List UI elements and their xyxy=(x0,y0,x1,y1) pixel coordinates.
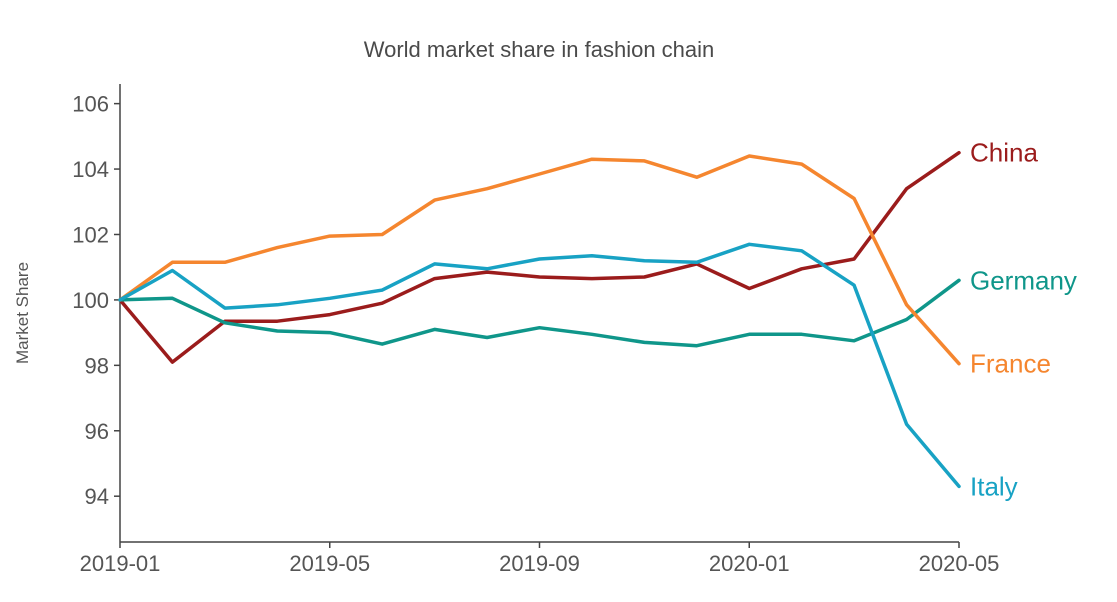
y-tick-label: 94 xyxy=(85,484,109,509)
y-axis-label: Market Share xyxy=(13,262,32,364)
y-tick-label: 106 xyxy=(72,92,109,117)
series-labels: China Germany France Italy xyxy=(970,138,1077,502)
x-tick-label: 2019-05 xyxy=(289,551,370,576)
series-label-china: China xyxy=(970,138,1038,168)
series-label-france: France xyxy=(970,349,1051,379)
series-line-china xyxy=(118,150,961,364)
y-axis-ticks: 94 96 98 100 102 104 106 xyxy=(72,92,120,509)
series-line-france xyxy=(118,154,961,366)
x-axis-ticks: 2019-01 2019-05 2019-09 2020-01 2020-05 xyxy=(80,542,1000,576)
x-tick-label: 2019-01 xyxy=(80,551,161,576)
series-line-italy xyxy=(118,242,961,489)
x-tick-label: 2020-05 xyxy=(919,551,1000,576)
series-line-germany xyxy=(118,278,961,348)
y-tick-label: 98 xyxy=(85,353,109,378)
y-tick-label: 96 xyxy=(85,419,109,444)
chart-title: World market share in fashion chain xyxy=(364,37,715,62)
y-tick-label: 104 xyxy=(72,157,109,182)
x-tick-label: 2019-09 xyxy=(499,551,580,576)
y-tick-label: 102 xyxy=(72,222,109,247)
x-tick-label: 2020-01 xyxy=(709,551,790,576)
series-label-italy: Italy xyxy=(970,471,1018,501)
series-label-germany: Germany xyxy=(970,265,1077,295)
series-lines xyxy=(118,150,961,489)
y-tick-label: 100 xyxy=(72,288,109,313)
